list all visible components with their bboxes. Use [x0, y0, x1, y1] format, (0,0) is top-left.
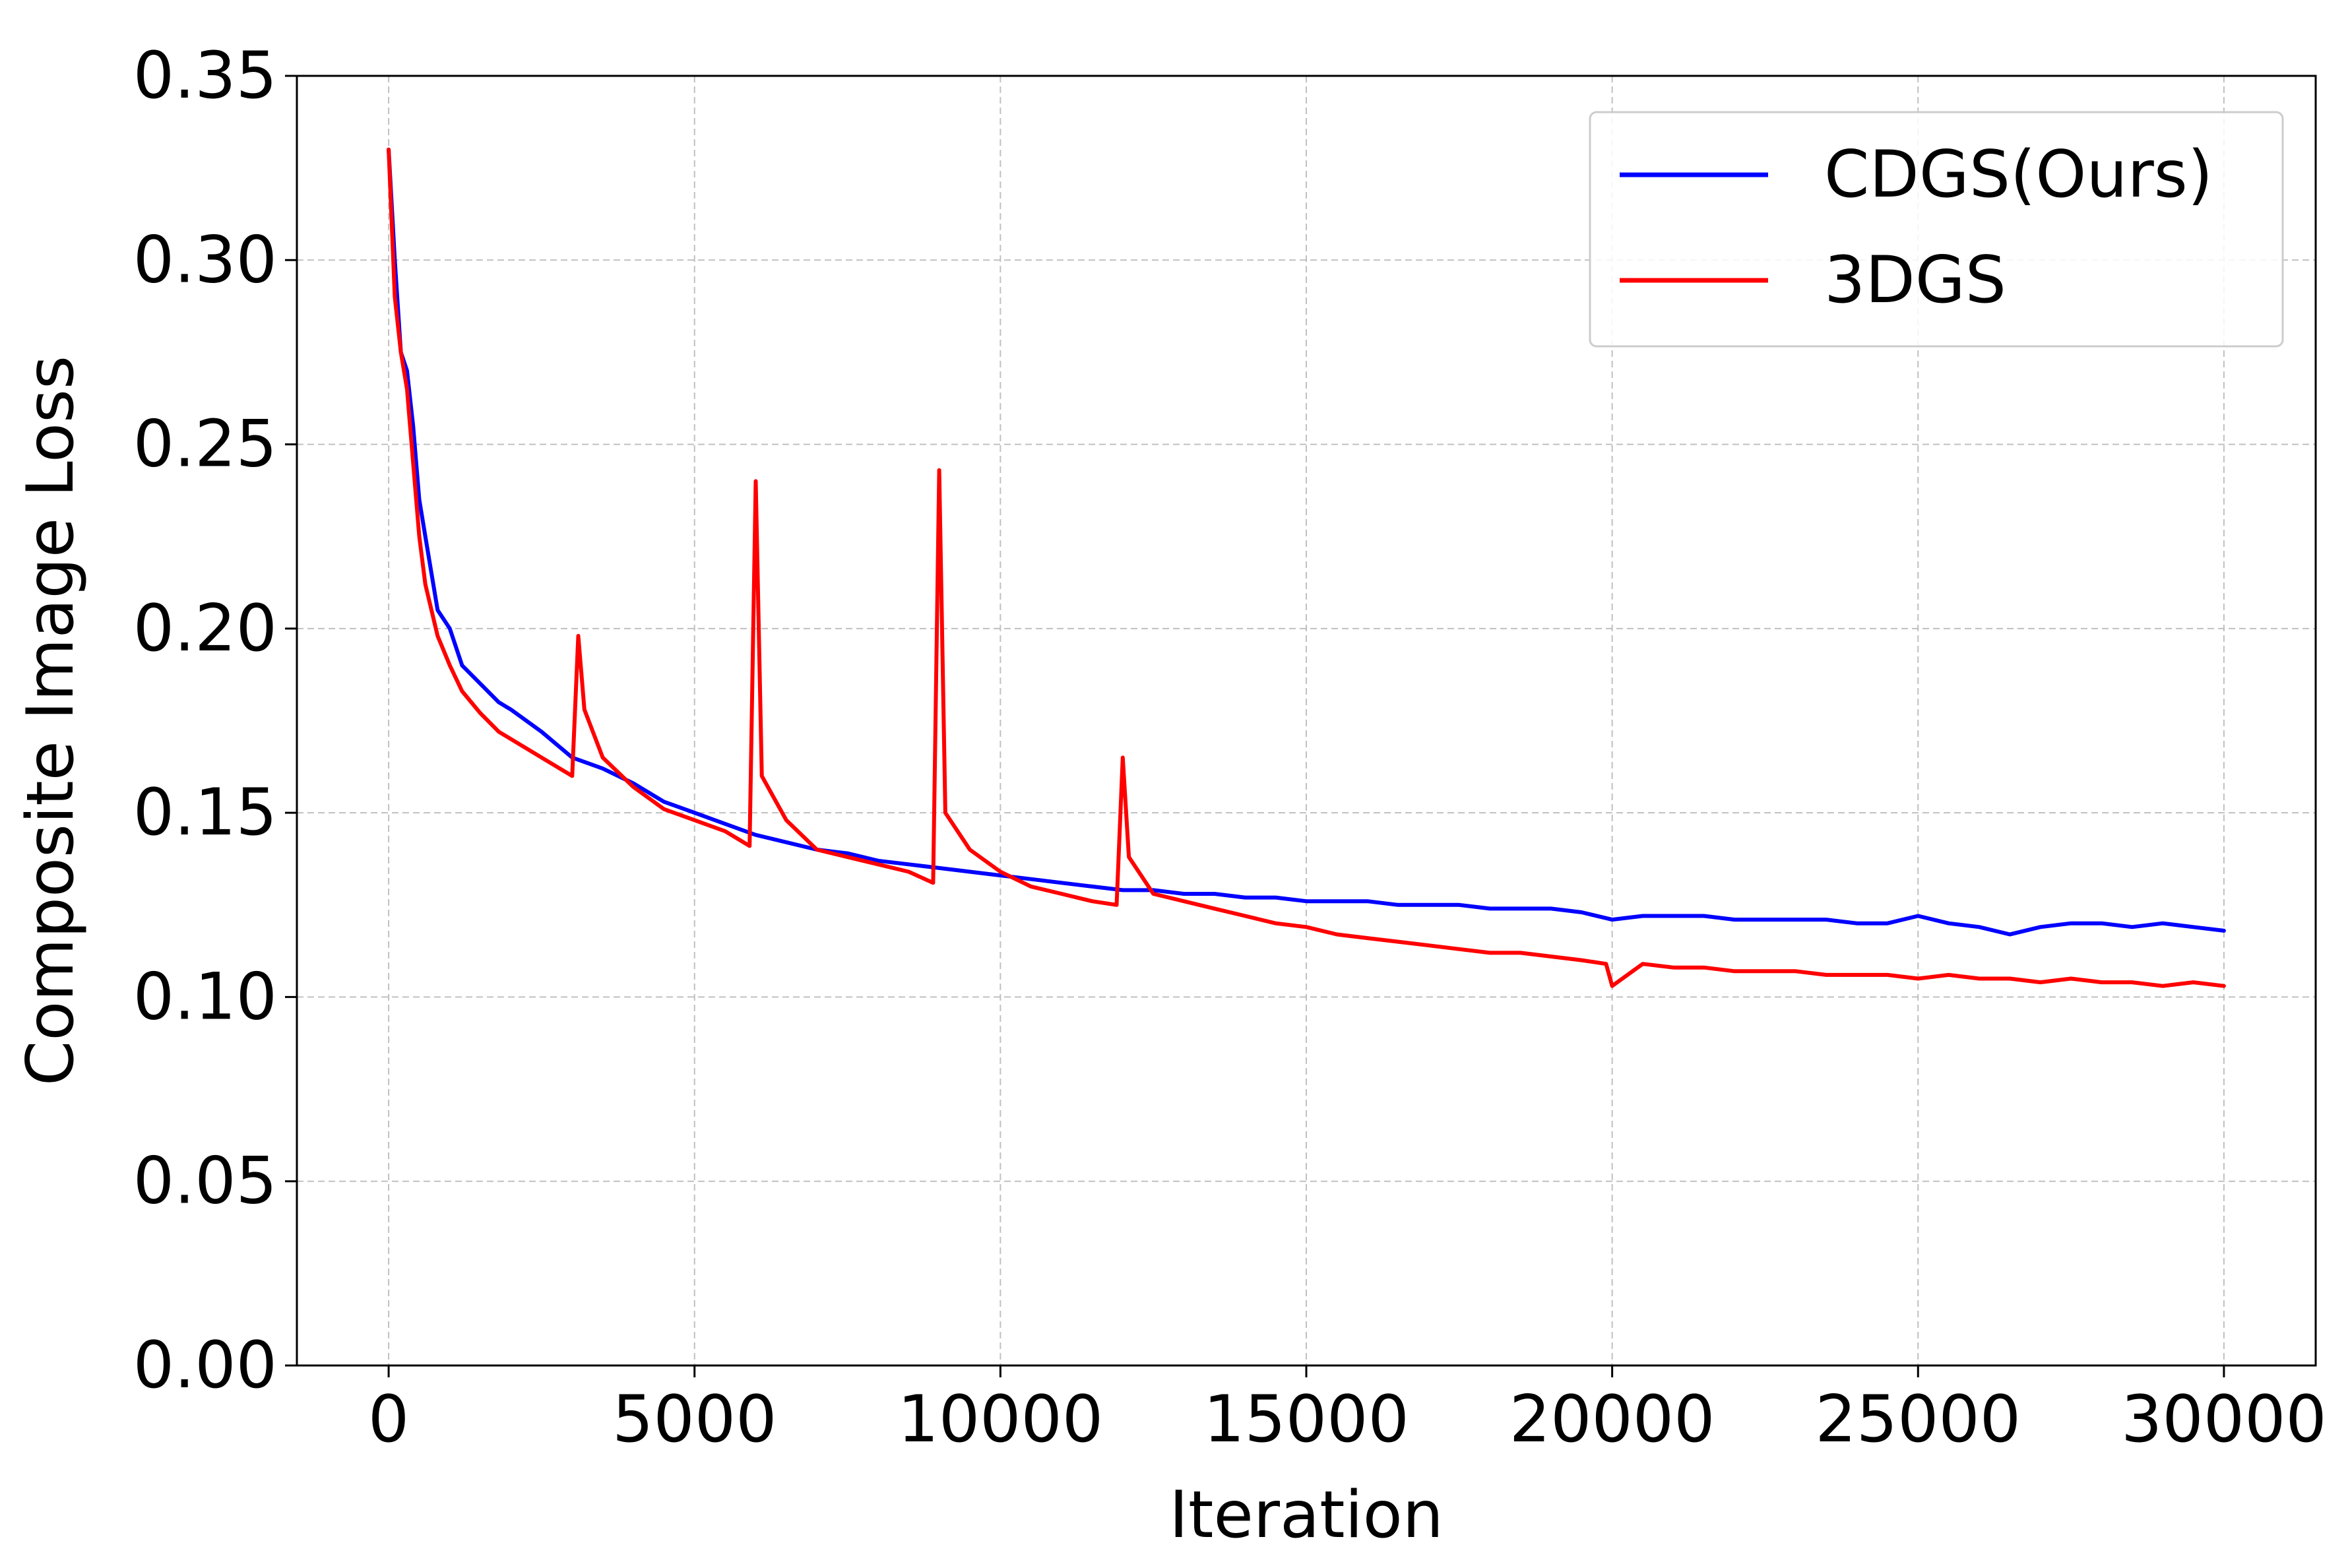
series-lines: [387, 147, 2226, 988]
series-line-cdgs: [387, 147, 2226, 937]
y-tick-label: 0.20: [133, 591, 277, 666]
y-tick-label: 0.25: [133, 407, 277, 482]
legend-label-cdgs: CDGS(Ours): [1824, 137, 2213, 212]
x-axis-label: Iteration: [1169, 1478, 1444, 1553]
y-axis-ticks: 0.00 0.05 0.10 0.15 0.20 0.25 0.30 0.35: [133, 38, 297, 1403]
series-line-3dgs: [387, 147, 2226, 988]
x-tick-label: 25000: [1815, 1382, 2021, 1457]
y-tick-label: 0.35: [133, 38, 277, 113]
x-tick-label: 0: [368, 1382, 409, 1457]
legend: CDGS(Ours) 3DGS: [1589, 111, 2284, 348]
y-tick-label: 0.00: [133, 1328, 277, 1403]
y-tick-label: 0.30: [133, 222, 277, 298]
x-tick-label: 5000: [612, 1382, 777, 1457]
x-tick-label: 15000: [1203, 1382, 1409, 1457]
x-tick-label: 20000: [1509, 1382, 1715, 1457]
legend-box: [1589, 111, 2284, 348]
y-tick-label: 0.05: [133, 1144, 277, 1219]
y-tick-label: 0.10: [133, 959, 277, 1034]
y-tick-label: 0.15: [133, 775, 277, 850]
x-tick-label: 10000: [897, 1382, 1103, 1457]
x-tick-label: 30000: [2121, 1382, 2327, 1457]
y-axis-label: Composite Image Loss: [13, 356, 88, 1086]
x-axis-ticks: 0 5000 10000 15000 20000 25000 30000: [368, 1365, 2327, 1457]
legend-label-3dgs: 3DGS: [1824, 243, 2006, 318]
